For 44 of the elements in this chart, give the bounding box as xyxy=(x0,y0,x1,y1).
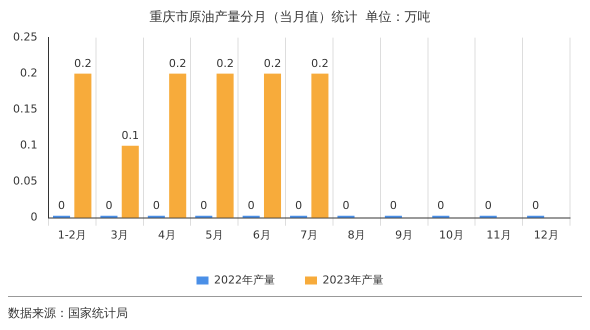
bar xyxy=(216,74,234,218)
y-tick-label: 0 xyxy=(30,210,38,224)
bar xyxy=(122,146,139,218)
y-tick-label: 0.15 xyxy=(12,102,38,116)
y-tick-label: 0.2 xyxy=(20,66,38,80)
bar xyxy=(169,74,186,218)
x-tick-label: 4月 xyxy=(158,228,176,242)
x-tick-label: 3月 xyxy=(110,228,129,242)
legend-label: 2022年产量 xyxy=(214,273,276,286)
data-label: 0 xyxy=(152,199,160,212)
data-label: 0 xyxy=(248,199,255,212)
y-tick-label: 0.1 xyxy=(20,138,38,152)
data-label: 0.2 xyxy=(311,57,329,70)
data-label: 0 xyxy=(200,199,208,212)
data-label: 0 xyxy=(105,199,112,212)
data-label: 0 xyxy=(437,199,444,212)
x-tick-label: 11月 xyxy=(486,228,512,242)
chart-title: 重庆市原油产量分月（当月值）统计 单位：万吨 xyxy=(149,10,431,26)
x-tick-label: 7月 xyxy=(300,228,318,242)
y-tick-label: 0.05 xyxy=(12,174,38,188)
data-label: 0 xyxy=(342,199,350,212)
x-tick-label: 10月 xyxy=(438,228,464,242)
data-label: 0 xyxy=(390,199,397,212)
bar xyxy=(311,74,328,218)
source-note: 数据来源：国家统计局 xyxy=(8,306,128,320)
data-label: 0 xyxy=(484,199,492,212)
x-tick-label: 9月 xyxy=(395,228,414,242)
data-label: 0.2 xyxy=(74,57,92,70)
x-tick-label: 12月 xyxy=(534,228,559,242)
data-label: 0.1 xyxy=(122,129,140,142)
data-label: 0.2 xyxy=(216,57,234,70)
legend-label: 2023年产量 xyxy=(322,273,384,286)
bar xyxy=(264,74,282,218)
data-label: 0 xyxy=(532,199,540,212)
x-tick-label: 1-2月 xyxy=(58,228,87,242)
bar xyxy=(74,74,92,218)
y-tick-label: 0.25 xyxy=(12,30,38,44)
data-label: 0 xyxy=(295,199,302,212)
data-label: 0 xyxy=(58,199,66,212)
data-label: 0.2 xyxy=(168,57,186,70)
x-tick-label: 8月 xyxy=(348,228,366,242)
x-tick-label: 6月 xyxy=(252,228,271,242)
x-tick-label: 5月 xyxy=(205,228,224,242)
data-label: 0.2 xyxy=(264,57,282,70)
